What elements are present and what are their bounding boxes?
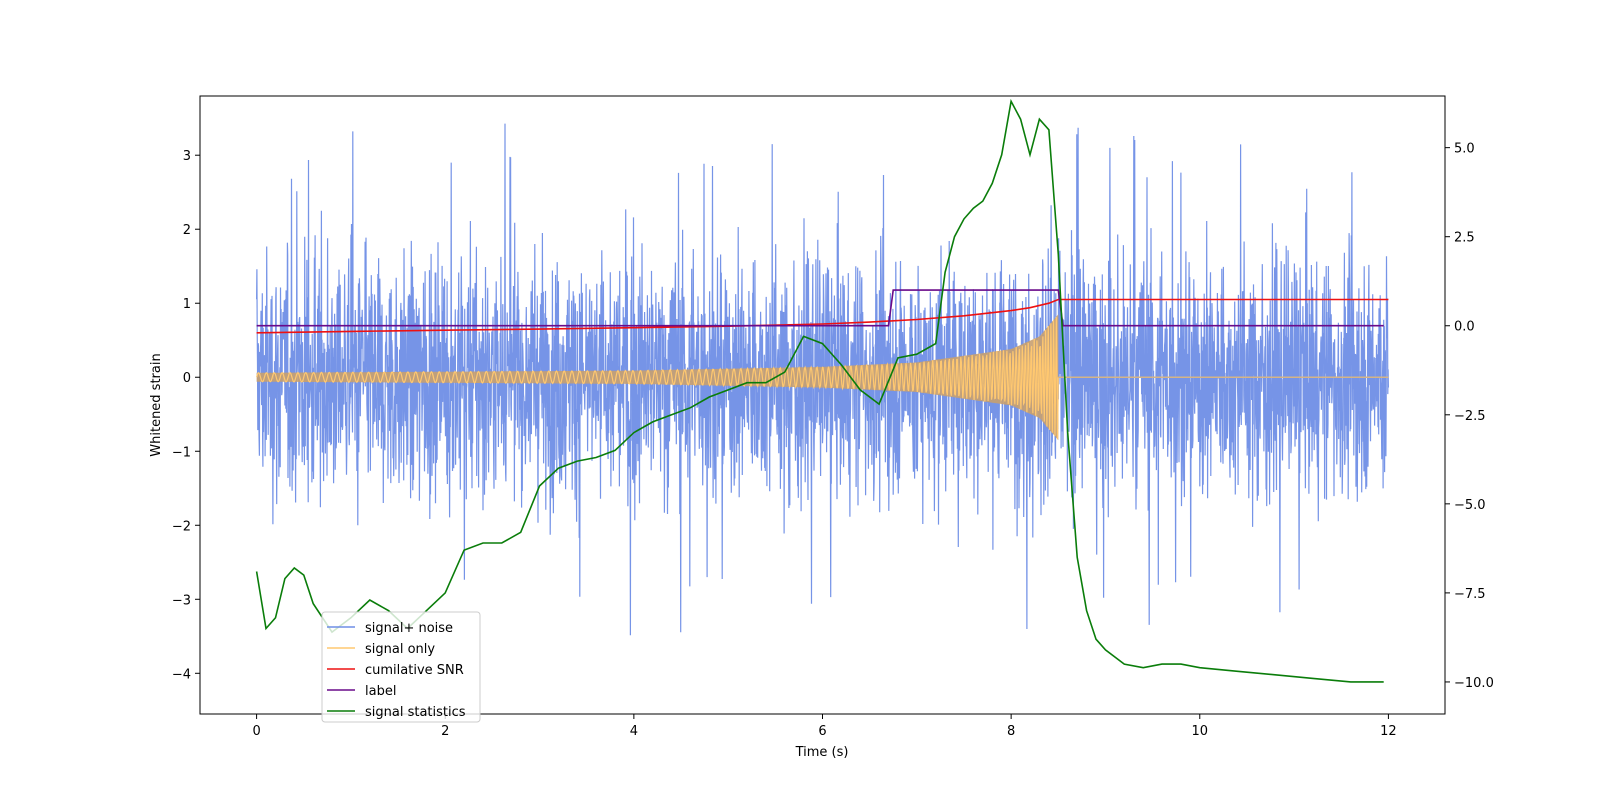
legend-label: signal+ noise [365,621,453,636]
x-tick-label: 0 [252,724,260,739]
y2-tick-label: −2.5 [1454,409,1486,424]
y-tick-label: −1 [172,445,191,460]
y-axis-title: Whitened strain [149,353,164,456]
y2-tick-label: 5.0 [1454,142,1475,157]
y-tick-label: −4 [172,667,191,682]
legend-box [321,611,481,723]
x-tick-label: 2 [441,724,449,739]
y2-tick-label: 2.5 [1454,231,1475,246]
series-signal-noise-line [256,123,1389,636]
y-tick-label: 0 [183,371,191,386]
series-signal-only-line [256,316,1059,440]
y2-tick-label: −10.0 [1454,676,1494,691]
y2-tick-label: −5.0 [1454,498,1486,513]
legend-label: signal statistics [365,705,466,720]
legend-label: cumilative SNR [365,663,464,678]
legend: signal+ noise signal only cumilative SNR la… [321,611,481,723]
x-tick-label: 8 [1007,724,1015,739]
y-tick-label: 3 [183,149,191,164]
y2-tick-label: 0.0 [1454,320,1475,335]
y-tick-label: −3 [172,593,191,608]
series-label-line [256,289,1384,327]
y-tick-label: −2 [172,519,191,534]
series-cumulative-snr-line [256,298,1389,334]
plot-area [255,98,1389,683]
x-axis-title: Time (s) [795,745,849,760]
y2-tick-label: −7.5 [1454,587,1486,602]
axes: 0 2 4 6 8 10 12−4−3−2−10123−10.0−7.5−5.0−2.50.… [172,142,1494,739]
x-tick-label: 6 [818,724,826,739]
x-tick-label: 10 [1191,724,1208,739]
y-tick-label: 2 [183,223,191,238]
x-tick-label: 4 [630,724,638,739]
x-tick-label: 12 [1380,724,1397,739]
legend-label: label [365,684,396,699]
legend-label: signal only [365,642,435,657]
y-tick-label: 1 [183,297,191,312]
